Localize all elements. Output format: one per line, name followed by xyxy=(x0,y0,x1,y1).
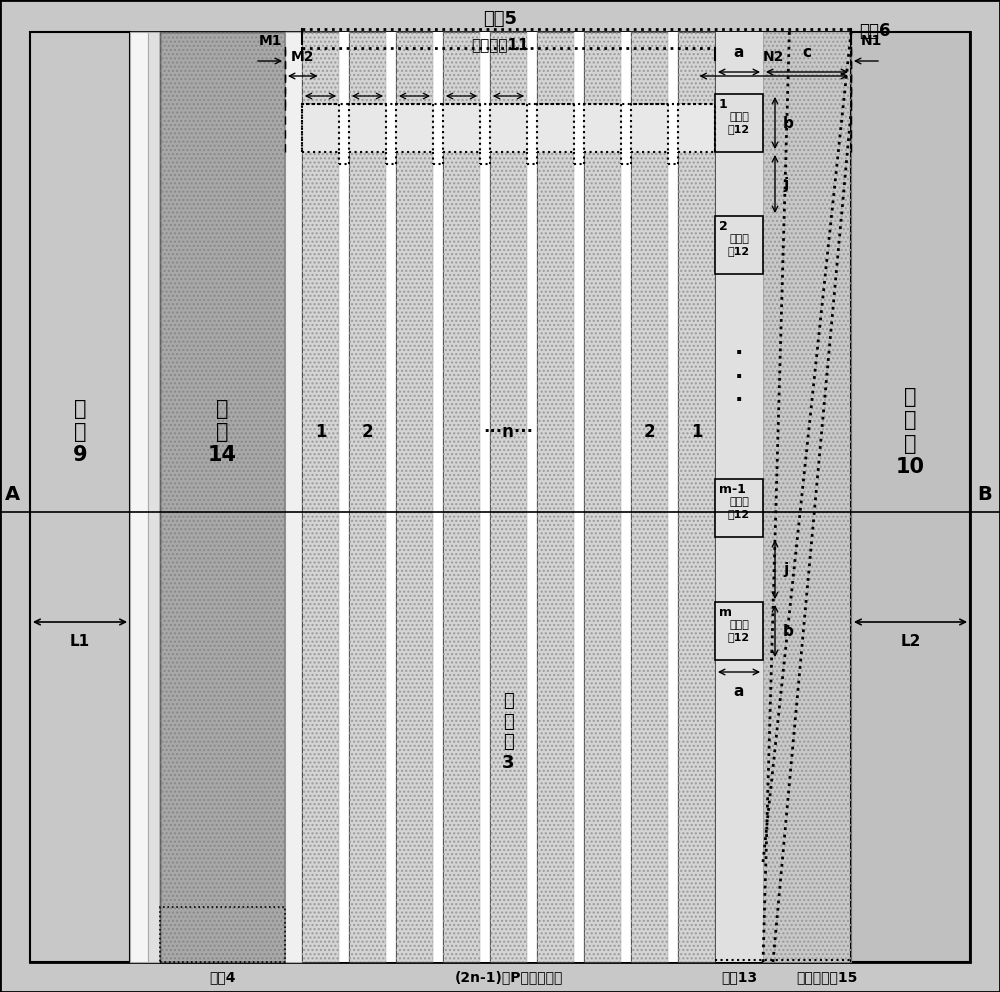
Text: 1: 1 xyxy=(691,423,702,441)
Text: A: A xyxy=(5,485,20,504)
Bar xyxy=(715,602,763,660)
Bar xyxy=(302,32,339,962)
Text: 漏岛金
属12: 漏岛金 属12 xyxy=(728,234,750,256)
Bar xyxy=(480,32,490,962)
Text: 漏岛金
属12: 漏岛金 属12 xyxy=(728,497,750,519)
Bar xyxy=(537,32,574,962)
Text: 势
垒
层
3: 势 垒 层 3 xyxy=(502,691,515,772)
Bar xyxy=(527,32,537,962)
Bar xyxy=(715,94,763,152)
Bar xyxy=(668,32,678,962)
Bar xyxy=(302,32,715,962)
Bar xyxy=(396,32,433,962)
Bar xyxy=(490,104,527,152)
Text: t: t xyxy=(317,108,324,122)
Bar xyxy=(621,32,631,962)
Text: B: B xyxy=(977,485,992,504)
Text: N2: N2 xyxy=(763,50,784,64)
Bar xyxy=(285,32,302,962)
Text: 栅岛4: 栅岛4 xyxy=(209,970,236,984)
Text: 肖特基接触15: 肖特基接触15 xyxy=(796,970,858,984)
Text: 1: 1 xyxy=(719,98,728,111)
Text: N1: N1 xyxy=(860,34,882,48)
Text: M2: M2 xyxy=(291,50,314,64)
Text: 漏岛金
属12: 漏岛金 属12 xyxy=(728,112,750,134)
Bar xyxy=(30,32,130,962)
Bar xyxy=(160,32,285,962)
Text: m: m xyxy=(719,606,732,619)
Bar xyxy=(678,32,715,962)
Bar xyxy=(130,32,148,962)
Bar xyxy=(851,32,970,962)
Bar xyxy=(339,32,349,962)
Bar xyxy=(631,32,668,962)
Bar xyxy=(715,32,763,962)
Text: ·
·
·: · · · xyxy=(735,343,743,410)
Text: t: t xyxy=(458,108,465,122)
Text: 漏
接
触
10: 漏 接 触 10 xyxy=(896,387,925,477)
Text: 浮岛金属11: 浮岛金属11 xyxy=(471,37,529,52)
Bar xyxy=(443,104,480,152)
Bar xyxy=(160,32,285,962)
Bar xyxy=(574,32,584,962)
Bar xyxy=(631,104,668,152)
Text: 2: 2 xyxy=(719,220,728,233)
Text: b: b xyxy=(783,624,794,639)
Text: M1: M1 xyxy=(258,34,282,48)
Text: (2n-1)个P型半导体块: (2n-1)个P型半导体块 xyxy=(454,970,563,984)
Bar xyxy=(490,32,527,962)
Text: c: c xyxy=(802,45,812,60)
Text: a: a xyxy=(734,684,744,699)
Bar xyxy=(386,32,396,962)
Text: 漏岛6: 漏岛6 xyxy=(859,22,891,40)
Text: t: t xyxy=(411,108,418,122)
Text: 漏岛金
属12: 漏岛金 属12 xyxy=(728,620,750,642)
Text: t: t xyxy=(364,108,371,122)
Text: 1: 1 xyxy=(315,423,326,441)
Bar xyxy=(443,32,480,962)
Bar xyxy=(537,32,574,962)
Bar xyxy=(678,104,715,152)
Bar xyxy=(584,104,621,152)
Bar xyxy=(349,104,386,152)
Bar xyxy=(763,32,851,962)
Bar xyxy=(349,32,386,962)
Bar xyxy=(433,32,443,962)
Bar xyxy=(349,32,386,962)
Bar xyxy=(148,32,160,962)
Bar xyxy=(490,32,527,962)
Text: 2: 2 xyxy=(644,423,655,441)
Bar xyxy=(302,32,339,962)
Text: 浮岛5: 浮岛5 xyxy=(483,10,517,28)
Text: b: b xyxy=(783,115,794,131)
Text: t: t xyxy=(505,108,512,122)
Bar xyxy=(763,32,851,962)
Bar xyxy=(678,32,715,962)
Text: a: a xyxy=(734,45,744,60)
Bar xyxy=(302,104,339,152)
Bar xyxy=(715,216,763,274)
Bar xyxy=(631,32,668,962)
Text: 凹槽13: 凹槽13 xyxy=(721,970,757,984)
Text: L2: L2 xyxy=(900,634,921,649)
Bar xyxy=(443,32,480,962)
Text: 2: 2 xyxy=(362,423,373,441)
Bar xyxy=(584,32,621,962)
Text: j: j xyxy=(783,177,788,191)
Bar xyxy=(396,32,433,962)
Bar xyxy=(715,479,763,537)
Bar xyxy=(396,104,433,152)
Text: ···n···: ···n··· xyxy=(484,423,534,441)
Text: 源
极
9: 源 极 9 xyxy=(73,399,87,465)
Text: L1: L1 xyxy=(70,634,90,649)
Text: 栅
极
14: 栅 极 14 xyxy=(208,399,237,465)
Bar xyxy=(537,104,574,152)
Text: j: j xyxy=(783,562,788,577)
Bar xyxy=(160,907,285,962)
Text: m-1: m-1 xyxy=(719,483,746,496)
Bar xyxy=(584,32,621,962)
